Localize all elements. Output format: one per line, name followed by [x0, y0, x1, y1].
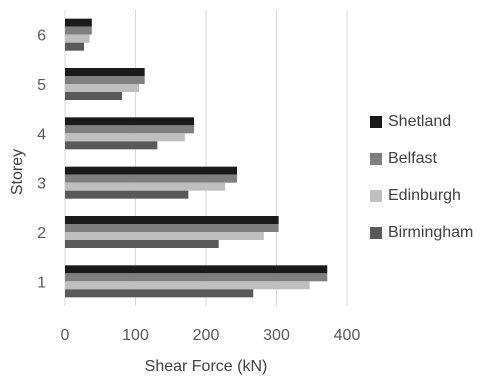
legend-label: Belfast: [388, 150, 437, 167]
bar-birmingham-storey-1: [65, 289, 254, 298]
legend-label: Edinburgh: [388, 187, 461, 204]
x-tick-label: 300: [263, 327, 290, 344]
x-tick-label: 0: [61, 327, 70, 344]
x-tick-label: 200: [193, 327, 220, 344]
bar-belfast-storey-3: [65, 174, 238, 183]
y-tick-label: 5: [37, 77, 46, 94]
bar-shetland-storey-5: [65, 68, 145, 76]
x-tick-label: 100: [122, 327, 149, 344]
bars: [65, 18, 328, 298]
bar-edinburgh-storey-1: [65, 281, 310, 290]
y-tick-label: 3: [37, 176, 46, 193]
bar-shetland-storey-4: [65, 117, 195, 126]
legend-swatch: [370, 153, 382, 165]
bar-edinburgh-storey-5: [65, 84, 140, 92]
y-axis-title: Storey: [9, 149, 26, 195]
bar-edinburgh-storey-6: [65, 34, 90, 43]
legend-label: Birmingham: [388, 224, 474, 241]
y-tick-label: 2: [37, 225, 46, 242]
legend-item-shetland: Shetland: [370, 112, 451, 132]
gridlines: [64, 10, 348, 306]
y-tick-label: 4: [37, 126, 46, 143]
tick-labels: 0 100 200 300 400 1 2 3 4 5 6: [37, 28, 360, 344]
y-tick-label: 6: [37, 28, 46, 45]
x-tick-label: 400: [334, 327, 361, 344]
bar-belfast-storey-2: [65, 224, 279, 232]
y-tick-label: 1: [37, 274, 46, 291]
legend-label: Shetland: [388, 113, 452, 130]
x-axis-title: Shear Force (kN): [145, 358, 268, 375]
bar-belfast-storey-6: [65, 26, 92, 35]
bar-birmingham-storey-2: [65, 240, 219, 248]
bar-edinburgh-storey-3: [65, 182, 226, 191]
bar-birmingham-storey-6: [65, 42, 85, 51]
bar-shetland-storey-2: [65, 216, 279, 224]
bar-belfast-storey-4: [65, 125, 195, 134]
legend-swatch: [370, 190, 382, 202]
legend-item-birmingham: Birmingham: [370, 223, 473, 243]
legend-swatch: [370, 116, 382, 128]
bar-shetland-storey-3: [65, 166, 238, 175]
bar-belfast-storey-1: [65, 273, 328, 282]
legend-swatch: [370, 227, 382, 239]
bar-belfast-storey-5: [65, 76, 145, 84]
legend-item-belfast: Belfast: [370, 149, 437, 169]
bar-edinburgh-storey-2: [65, 232, 264, 240]
bar-birmingham-storey-5: [65, 92, 123, 100]
bar-edinburgh-storey-4: [65, 133, 185, 142]
bar-birmingham-storey-3: [65, 190, 189, 199]
bar-shetland-storey-1: [65, 265, 328, 274]
bar-shetland-storey-6: [65, 18, 92, 27]
legend-item-edinburgh: Edinburgh: [370, 186, 461, 206]
bar-birmingham-storey-4: [65, 141, 158, 150]
